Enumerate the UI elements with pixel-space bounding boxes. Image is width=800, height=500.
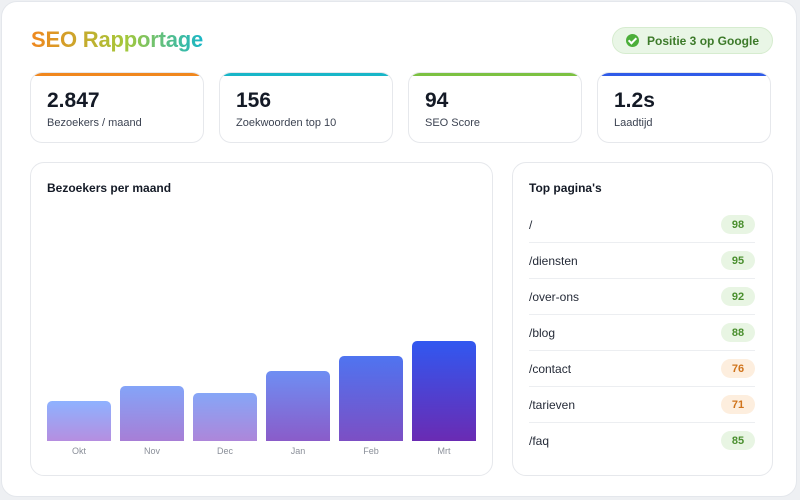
page-row[interactable]: /tarieven 71 [529, 387, 755, 423]
check-circle-icon [626, 34, 639, 47]
kpi-card-seo-score: 94 SEO Score [408, 72, 582, 143]
page-path: /contact [529, 362, 572, 376]
page-path: /blog [529, 326, 556, 340]
x-tick-label: Jan [290, 446, 306, 456]
kpi-value: 94 [425, 89, 449, 112]
page-row[interactable]: / 98 [529, 207, 755, 243]
page-score-badge: 76 [721, 359, 755, 378]
page-score-badge: 95 [721, 251, 755, 270]
page-score-badge: 85 [721, 431, 755, 450]
x-tick-label: Feb [363, 446, 379, 456]
kpi-accent-bar [31, 73, 203, 76]
google-position-badge: Positie 3 op Google [612, 27, 773, 54]
kpi-label: SEO Score [425, 117, 481, 129]
badge-label: Positie 3 op Google [647, 33, 760, 48]
kpi-label: Bezoekers / maand [47, 117, 142, 129]
chart-bar-feb [339, 356, 403, 441]
page-score-badge: 92 [721, 287, 755, 306]
page-path: / [529, 218, 533, 232]
chart-title: Bezoekers per maand [47, 181, 172, 195]
kpi-card-load-time: 1.2s Laadtijd [597, 72, 771, 143]
page-path: /tarieven [529, 398, 576, 412]
page-row[interactable]: /diensten 95 [529, 243, 755, 279]
kpi-accent-bar [220, 73, 392, 76]
chart-bar-dec [193, 393, 257, 441]
chart-bar-mrt [412, 341, 476, 441]
kpi-label: Laadtijd [614, 117, 653, 129]
chart-bar-nov [120, 386, 184, 441]
x-tick-label: Mrt [437, 446, 451, 456]
page-path: /over-ons [529, 290, 580, 304]
top-pages-panel: Top pagina's / 98/diensten 95/over-ons 92/b… [512, 162, 773, 476]
kpi-value: 156 [236, 89, 272, 112]
chart-bar-jan [266, 371, 330, 441]
kpi-card-keywords: 156 Zoekwoorden top 10 [219, 72, 393, 143]
page-path: /faq [529, 434, 550, 448]
kpi-card-visitors: 2.847 Bezoekers / maand [30, 72, 204, 143]
kpi-label: Zoekwoorden top 10 [236, 117, 337, 129]
page-row[interactable]: /blog 88 [529, 315, 755, 351]
page-row[interactable]: /contact 76 [529, 351, 755, 387]
kpi-accent-bar [409, 73, 581, 76]
kpi-value: 1.2s [614, 89, 655, 112]
x-tick-label: Okt [71, 446, 86, 456]
x-tick-label: Dec [216, 446, 233, 456]
top-pages-title: Top pagina's [529, 181, 602, 195]
visitors-chart-panel: Bezoekers per maand Okt Nov Dec Jan Feb Mrt [30, 162, 493, 476]
kpi-value: 2.847 [47, 89, 100, 112]
page-score-badge: 88 [721, 323, 755, 342]
page-path: /diensten [529, 254, 578, 268]
page-score-badge: 71 [721, 395, 755, 414]
page-row[interactable]: /faq 85 [529, 423, 755, 459]
page-score-badge: 98 [721, 215, 755, 234]
chart-bar-okt [47, 401, 111, 441]
x-tick-label: Nov [143, 446, 160, 456]
kpi-accent-bar [598, 73, 770, 76]
page-row[interactable]: /over-ons 92 [529, 279, 755, 315]
page-title: SEO Rapportage [31, 27, 204, 52]
